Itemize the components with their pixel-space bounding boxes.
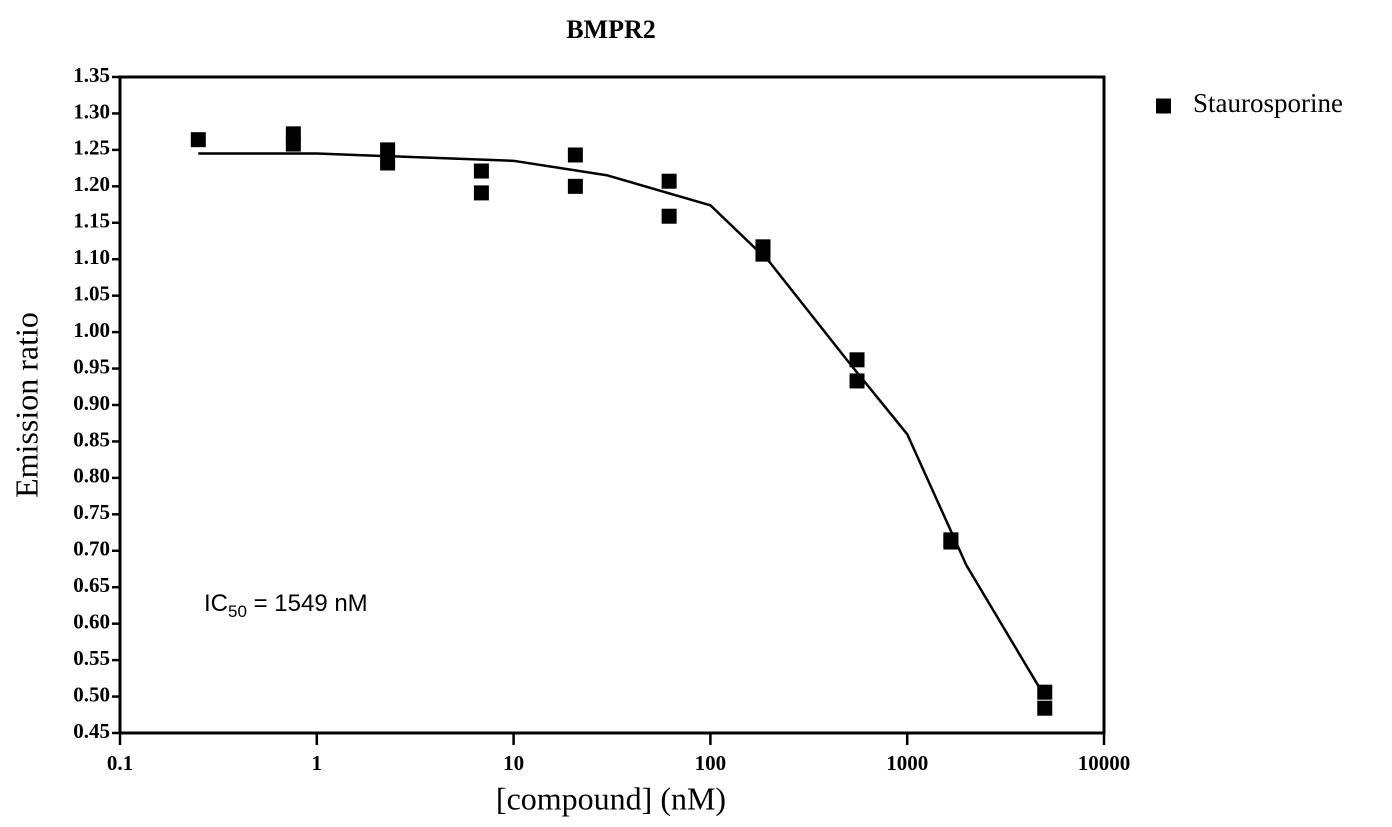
y-tick-label: 1.20 (73, 172, 110, 196)
y-tick-label: 0.85 (73, 427, 110, 451)
y-tick-label: 0.75 (73, 500, 110, 524)
data-point (567, 147, 583, 163)
y-tick-label: 1.10 (73, 245, 110, 269)
y-tick-label: 1.15 (73, 209, 110, 233)
data-point (380, 155, 396, 171)
x-tick-label: 0.1 (107, 751, 133, 775)
y-tick-label: 1.05 (73, 281, 110, 305)
y-tick-label: 1.35 (73, 63, 110, 87)
data-point (473, 185, 489, 201)
data-point (473, 163, 489, 179)
data-point (849, 352, 865, 368)
plot-frame (118, 75, 1106, 735)
data-point (285, 136, 301, 152)
x-tick-label: 1 (312, 751, 323, 775)
x-tick-label: 10 (503, 751, 524, 775)
data-point (849, 373, 865, 389)
y-axis-label: Emission ratio (8, 312, 44, 498)
y-tick-label: 0.80 (73, 464, 110, 488)
data-point (380, 142, 396, 158)
legend-label: Staurosporine (1193, 88, 1343, 118)
data-point (943, 534, 959, 550)
y-tick-label: 1.25 (73, 136, 110, 160)
x-axis-label: [compound] (nM) (496, 780, 726, 816)
y-tick-label: 0.90 (73, 391, 110, 415)
y-tick-label: 0.65 (73, 573, 110, 597)
legend-marker (1156, 98, 1171, 114)
data-point (1037, 684, 1053, 700)
y-tick-label: 1.30 (73, 99, 110, 123)
data-point (661, 208, 677, 224)
annotation: IC50 = 1549 nM (204, 590, 368, 621)
data-point (567, 178, 583, 194)
data-point (661, 173, 677, 189)
data-point (755, 246, 771, 262)
y-tick-label: 0.60 (73, 609, 110, 633)
annotation-rest: = 1549 nM (247, 590, 368, 617)
fit-curve (198, 152, 1046, 698)
y-tick-label: 1.00 (73, 318, 110, 342)
y-tick-label: 0.70 (73, 537, 110, 561)
x-tick-label: 1000 (886, 751, 928, 775)
data-point (190, 132, 206, 148)
y-tick-label: 0.45 (73, 719, 110, 743)
chart-title: BMPR2 (566, 15, 656, 44)
data-point (1037, 700, 1053, 716)
x-tick-label: 10000 (1078, 751, 1131, 775)
annotation-subscript: 50 (228, 602, 247, 621)
y-tick-label: 0.55 (73, 646, 110, 670)
x-tick-label: 100 (695, 751, 727, 775)
y-tick-label: 0.95 (73, 354, 110, 378)
annotation-text: IC (204, 590, 228, 617)
y-tick-label: 0.50 (73, 682, 110, 706)
